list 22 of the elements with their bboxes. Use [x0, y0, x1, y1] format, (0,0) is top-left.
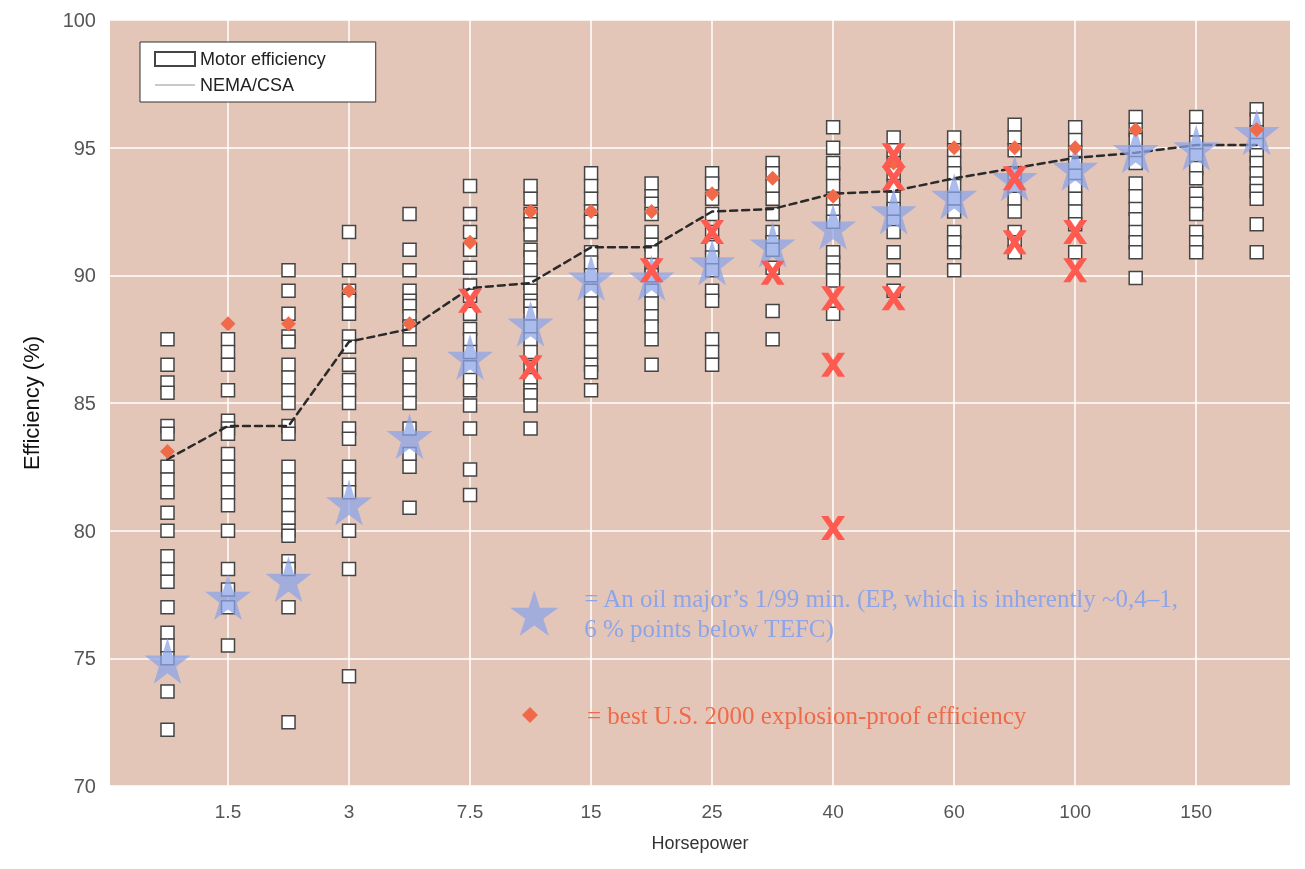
x-tick-label: 15 — [580, 801, 602, 822]
x-tick-label: 60 — [943, 801, 965, 822]
y-tick-label: 70 — [73, 775, 96, 797]
x-tick-label: 3 — [343, 801, 355, 822]
legend-label: = An oil major’s 1/99 min. (EP, which is inherently ~0,4–1,6 % points below TEFC) — [584, 584, 1179, 643]
x-tick-label: 7.5 — [456, 801, 484, 822]
y-axis-title: Efficiency (%) — [18, 335, 44, 471]
x-tick-label: 1.5 — [214, 801, 242, 822]
legend-label: = best U.S. 2000 explosion-proof efficiency — [587, 701, 1027, 729]
y-tick-label: 80 — [73, 519, 96, 542]
y-tick-label: 90 — [73, 264, 96, 287]
x-tick-label: 150 — [1180, 801, 1213, 822]
x-tick-label: 25 — [701, 801, 723, 822]
x-axis-title: Horsepower — [651, 833, 749, 853]
x-tick-label: 100 — [1059, 801, 1092, 822]
y-tick-label: 95 — [73, 136, 96, 159]
x-tick-label: 40 — [822, 801, 844, 822]
legend-label: NEMA/CSA — [200, 75, 295, 95]
y-tick-label: 100 — [62, 9, 96, 31]
y-tick-label: 85 — [73, 392, 96, 414]
legend-label: Motor efficiency — [200, 49, 326, 69]
y-tick-label: 75 — [73, 647, 96, 670]
